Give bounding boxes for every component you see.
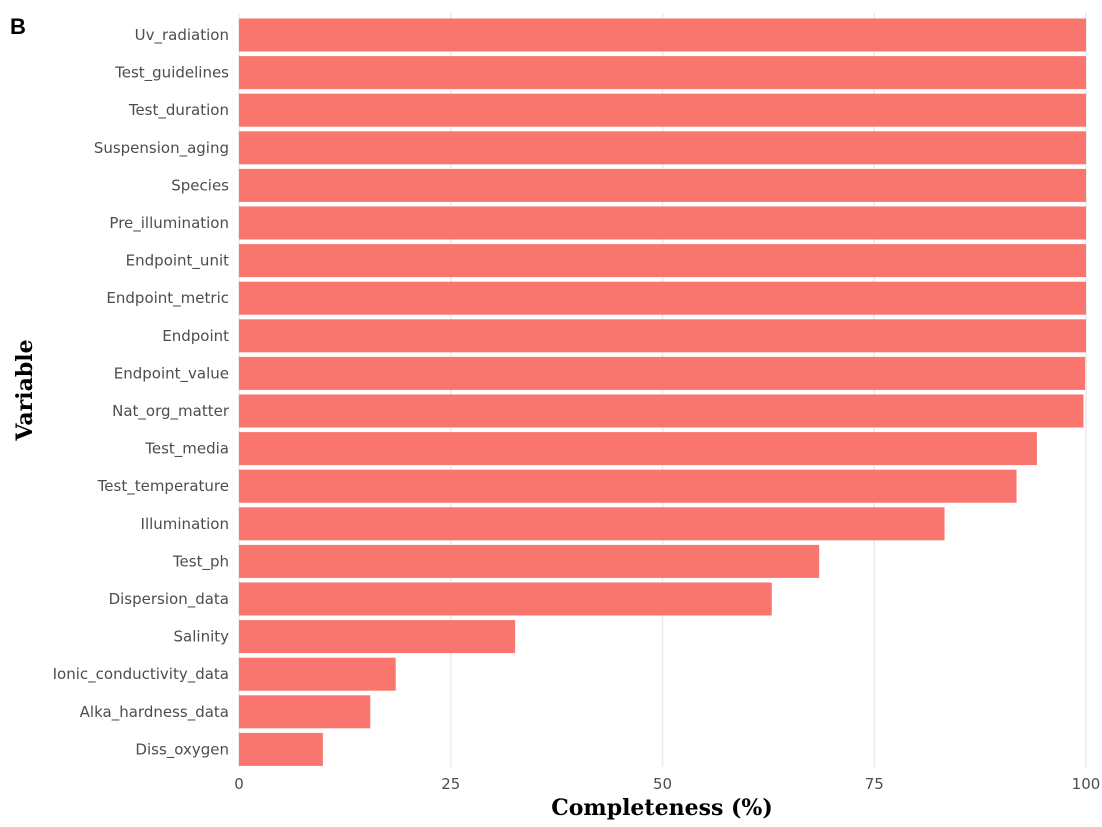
bar-pre-illumination [239,206,1086,240]
bar-diss-oxygen [239,732,323,766]
bar-nat-org-matter [239,394,1084,428]
category-label-nat-org-matter: Nat_org_matter [112,402,230,421]
bar-test-temperature [239,469,1017,503]
bar-test-guidelines [239,56,1086,90]
bar-test-ph [239,544,820,578]
bar-endpoint-unit [239,244,1086,278]
x-tick-label-75: 75 [865,775,884,793]
category-label-diss-oxygen: Diss_oxygen [135,740,229,759]
category-label-test-guidelines: Test_guidelines [114,64,229,83]
x-tick-labels: 0 25 50 75 100 [234,775,1100,793]
bar-species [239,168,1086,202]
category-labels: Uv_radiation Test_guidelines Test_duration… [53,26,230,759]
category-label-dispersion-data: Dispersion_data [109,590,229,609]
bar-suspension-aging [239,131,1086,165]
y-axis-title: Variable [12,339,38,441]
bar-test-duration [239,93,1086,127]
x-axis-title: Completeness (%) [551,795,773,821]
category-label-test-ph: Test_ph [172,552,229,571]
category-label-illumination: Illumination [141,515,229,533]
category-label-salinity: Salinity [174,628,230,646]
category-label-endpoint: Endpoint [162,327,229,345]
category-label-ionic-conductivity-data: Ionic_conductivity_data [53,665,229,684]
bar-test-media [239,432,1037,466]
bar-illumination [239,507,945,541]
category-label-endpoint-value: Endpoint_value [114,364,229,383]
category-label-endpoint-metric: Endpoint_metric [106,289,229,308]
category-label-test-temperature: Test_temperature [97,477,229,496]
x-tick-label-25: 25 [441,775,460,793]
bar-ionic-conductivity-data [239,657,396,691]
category-label-suspension-aging: Suspension_aging [94,139,229,158]
bar-uv-radiation [239,18,1086,52]
category-label-test-duration: Test_duration [128,101,229,120]
bar-dispersion-data [239,582,772,616]
category-label-species: Species [171,176,229,194]
bar-alka-hardness-data [239,695,371,729]
x-tick-label-50: 50 [653,775,672,793]
bar-salinity [239,620,516,654]
category-label-test-media: Test_media [144,440,229,459]
bar-endpoint [239,319,1086,353]
x-tick-label-0: 0 [234,775,244,793]
panel-label: B [10,14,26,39]
category-label-alka-hardness-data: Alka_hardness_data [80,703,229,722]
bars [239,18,1086,766]
category-label-pre-illumination: Pre_illumination [109,214,229,233]
x-tick-label-100: 100 [1072,775,1101,793]
bar-endpoint-metric [239,281,1086,315]
bar-endpoint-value [239,356,1086,390]
category-label-endpoint-unit: Endpoint_unit [126,252,229,271]
category-label-uv-radiation: Uv_radiation [135,26,229,45]
